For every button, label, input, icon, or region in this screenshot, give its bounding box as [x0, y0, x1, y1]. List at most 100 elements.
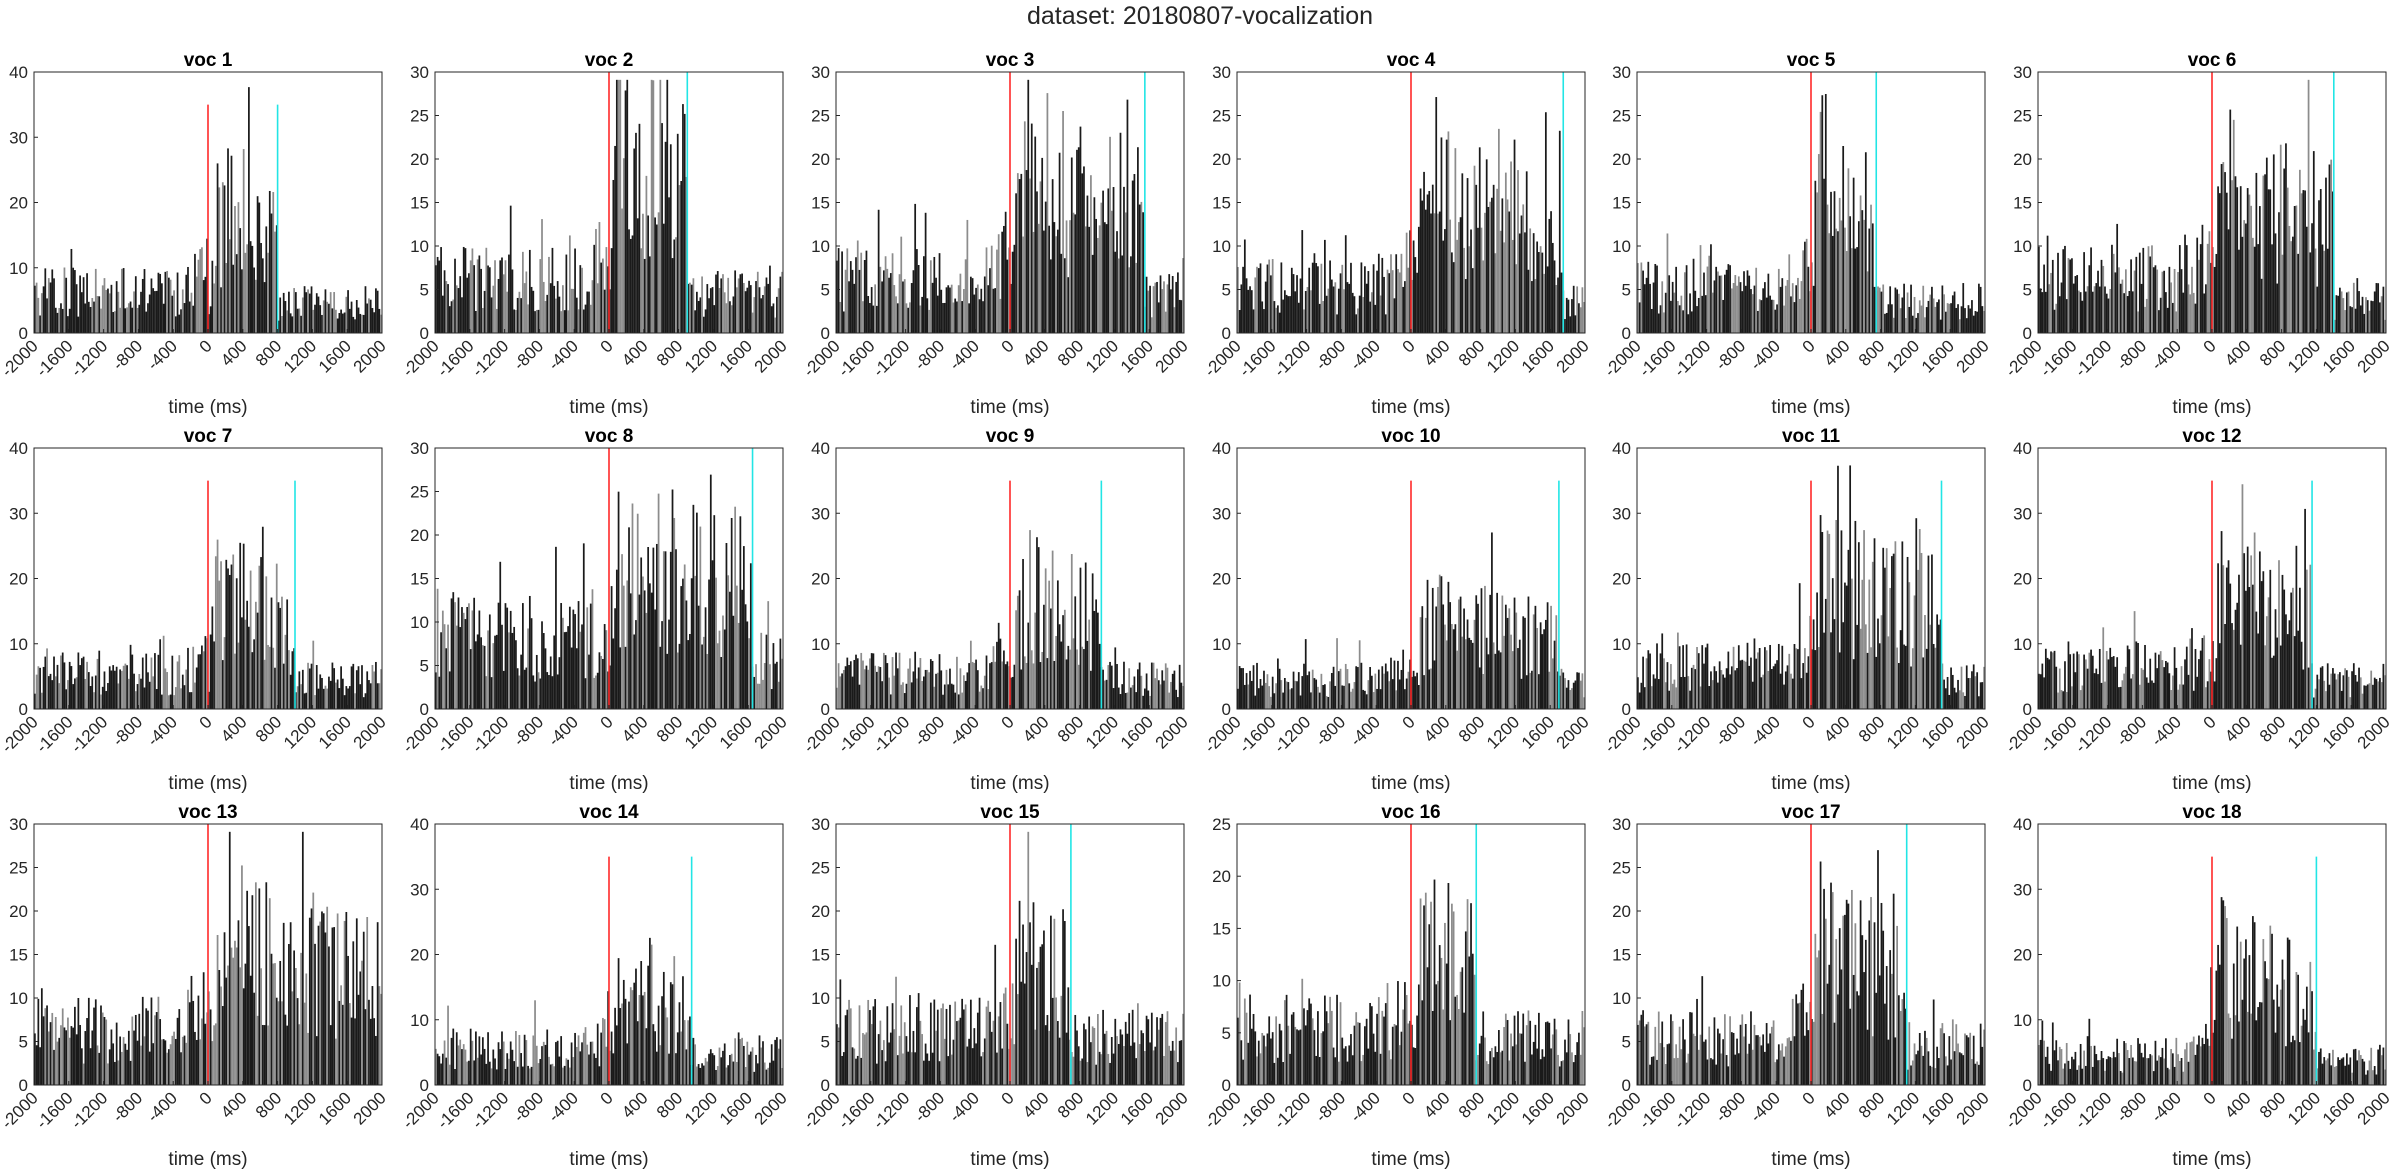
histogram-bar	[2079, 1043, 2082, 1085]
histogram-bar	[2201, 1037, 2204, 1085]
histogram-bar	[1116, 231, 1118, 333]
histogram-bar	[1880, 615, 1883, 709]
histogram-bar	[220, 287, 222, 333]
histogram-bar	[1727, 1066, 1730, 1085]
histogram-bar	[2152, 682, 2155, 709]
histogram-bar	[1579, 680, 1582, 709]
histogram-bar	[478, 1036, 481, 1085]
histogram-bar	[35, 282, 38, 333]
histogram-bar	[1903, 992, 1905, 1085]
histogram-bar	[1103, 1033, 1106, 1085]
histogram-bar	[539, 1058, 542, 1085]
histogram-bar	[1692, 664, 1695, 709]
x-tick-label: -1200	[468, 1088, 512, 1132]
histogram-bar	[969, 999, 972, 1085]
histogram-bar	[1572, 1062, 1575, 1085]
histogram-bar	[2297, 253, 2299, 333]
histogram-bar	[676, 1032, 679, 1085]
histogram-bar	[902, 682, 904, 709]
histogram-bar	[1161, 289, 1164, 333]
histogram-bar	[1343, 685, 1345, 709]
x-tick-label: -400	[2148, 712, 2185, 749]
histogram-bar	[87, 997, 90, 1085]
histogram-bar	[2055, 303, 2058, 333]
histogram-bar	[1097, 1014, 1099, 1085]
histogram-bar	[624, 646, 627, 709]
histogram-bar	[1574, 315, 1577, 333]
histogram-bar	[86, 1018, 88, 1085]
histogram-bar	[452, 1028, 455, 1085]
y-tick-label: 15	[1212, 919, 1231, 938]
histogram-bar	[2231, 180, 2233, 333]
histogram-bar	[173, 695, 175, 709]
x-tick-label: 2000	[1152, 1088, 1192, 1128]
histogram-bar	[940, 1008, 943, 1085]
histogram-bar	[317, 688, 320, 709]
histogram-bar	[1388, 681, 1391, 709]
histogram-bar	[1149, 695, 1151, 709]
histogram-bar	[2097, 1060, 2099, 1085]
histogram-bar	[1960, 666, 1963, 709]
histogram-bar	[2083, 654, 2085, 709]
y-tick-label: 10	[1212, 237, 1231, 256]
histogram-bar	[1056, 580, 1059, 709]
histogram-bar	[129, 301, 132, 333]
histogram-bar	[84, 1031, 87, 1085]
histogram-bar	[938, 654, 941, 709]
histogram-bar	[1018, 590, 1021, 709]
x-tick-label: -400	[1347, 712, 1384, 749]
histogram-bar	[565, 1058, 568, 1085]
histogram-bar	[1003, 650, 1005, 709]
histogram-bar	[1001, 231, 1004, 333]
histogram-bar	[1532, 233, 1535, 333]
histogram-bar	[249, 570, 252, 709]
histogram-bar	[1039, 662, 1042, 709]
histogram-bar	[952, 684, 955, 709]
histogram-bar	[2220, 531, 2223, 709]
histogram-bar	[2158, 1055, 2160, 1085]
histogram-bars	[34, 87, 382, 333]
x-tick-label: -800	[1712, 712, 1749, 749]
histogram-bar	[1430, 213, 1432, 333]
histogram-bar	[2215, 253, 2218, 333]
x-tick-label: 1200	[2284, 712, 2324, 752]
histogram-bar	[378, 683, 381, 709]
histogram-bar	[509, 205, 512, 333]
histogram-bar	[713, 305, 716, 333]
histogram-bars	[1237, 532, 1585, 709]
histogram-bar	[617, 79, 620, 333]
histogram-bar	[1044, 201, 1047, 333]
histogram-bar	[232, 957, 235, 1085]
histogram-bar	[952, 1039, 955, 1085]
histogram-bar	[341, 1004, 344, 1085]
histogram-bar	[1365, 1018, 1368, 1085]
histogram-bar	[1492, 642, 1495, 709]
histogram-bar	[239, 228, 242, 333]
histogram-bar	[1364, 1026, 1366, 1085]
x-tick-label: 400	[618, 336, 651, 369]
histogram-bar	[169, 694, 172, 709]
histogram-bar	[1156, 1017, 1158, 1085]
histogram-bar	[869, 303, 871, 333]
histogram-bar	[2185, 1042, 2188, 1085]
histogram-bar	[1562, 1060, 1565, 1085]
histogram-bar	[1762, 1034, 1765, 1085]
histogram-bar	[462, 612, 465, 709]
histogram-bar	[1395, 254, 1398, 333]
histogram-bar	[1805, 238, 1808, 333]
histogram-bar	[61, 652, 64, 709]
histogram-bar	[709, 1049, 712, 1085]
histogram-bar	[265, 882, 268, 1085]
histogram-bar	[661, 621, 663, 709]
histogram-bar	[1070, 554, 1073, 709]
histogram-bar	[2212, 641, 2214, 709]
histogram-bar	[579, 1051, 582, 1085]
histogram-bar	[2299, 587, 2301, 709]
histogram-bar	[110, 284, 113, 333]
histogram-bar	[2274, 233, 2277, 333]
histogram-bar	[1529, 672, 1532, 709]
histogram-bar	[609, 289, 611, 333]
histogram-bar	[1304, 291, 1307, 333]
histogram-bar	[112, 1043, 115, 1085]
